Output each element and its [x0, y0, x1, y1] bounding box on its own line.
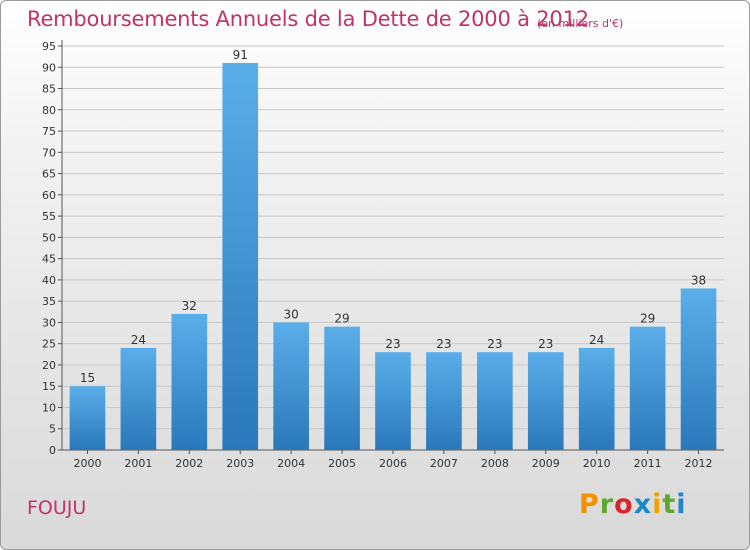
x-tick-label: 2006 [379, 457, 407, 470]
value-label: 29 [334, 312, 349, 326]
logo-letter: x [633, 489, 653, 520]
bar-2000 [69, 386, 106, 450]
bar-2011 [629, 326, 666, 450]
x-tick-label: 2004 [277, 457, 305, 470]
bar-2009 [527, 352, 564, 450]
y-tick-label: 45 [42, 253, 56, 266]
x-tick-label: 2002 [175, 457, 203, 470]
bar-2002 [171, 313, 208, 450]
logo-letter: r [599, 489, 615, 520]
y-tick-label: 30 [42, 316, 56, 329]
value-label: 23 [487, 337, 502, 351]
commune-name: FOUJU [27, 497, 87, 519]
value-label: 29 [640, 312, 655, 326]
bar-2007 [426, 352, 462, 450]
y-tick-label: 20 [42, 359, 56, 372]
x-tick-label: 2008 [481, 457, 509, 470]
x-tick-label: 2007 [430, 457, 458, 470]
value-label: 24 [131, 333, 146, 347]
value-label: 91 [233, 48, 248, 62]
y-tick-label: 25 [42, 338, 56, 351]
value-label: 24 [589, 333, 604, 347]
bar-2005 [324, 326, 360, 450]
y-tick-label: 55 [42, 210, 56, 223]
bar-2006 [375, 352, 411, 450]
value-label: 23 [385, 337, 400, 351]
value-label: 32 [182, 299, 197, 313]
chart-title: Remboursements Annuels de la Dette de 20… [27, 7, 589, 31]
x-tick-label: 2001 [124, 457, 152, 470]
logo-letter: o [614, 489, 634, 520]
y-tick-label: 95 [42, 40, 56, 53]
logo-letter: i [676, 489, 687, 520]
y-tick-label: 85 [42, 83, 56, 96]
bar-2001 [120, 347, 157, 450]
bar-2003 [222, 63, 259, 450]
y-tick-label: 60 [42, 189, 56, 202]
bar-2010 [578, 347, 615, 450]
y-tick-label: 50 [42, 231, 56, 244]
y-tick-label: 5 [49, 423, 56, 436]
y-tick-label: 90 [42, 61, 56, 74]
bars [69, 63, 717, 450]
labels: 0 5 10 15 20 25 30 35 40 45 50 55 60 65 70 75 80 85 90 95 15… [42, 40, 713, 470]
y-tick-label: 10 [42, 401, 56, 414]
y-tick-label: 65 [42, 168, 56, 181]
y-tick-label: 0 [49, 444, 56, 457]
value-label: 38 [691, 273, 706, 287]
bar-2012 [680, 288, 717, 450]
y-tick-label: 70 [42, 146, 56, 159]
x-tick-label: 2011 [634, 457, 662, 470]
value-label: 23 [436, 337, 451, 351]
logo-letter: i [652, 489, 663, 520]
x-tick-label: 2000 [73, 457, 101, 470]
value-label: 23 [538, 337, 553, 351]
bar-2008 [477, 352, 513, 450]
y-tick-label: 35 [42, 295, 56, 308]
chart-unit: (en milliers d'€) [537, 17, 624, 30]
y-tick-label: 75 [42, 125, 56, 138]
x-tick-label: 2010 [583, 457, 611, 470]
logo-letter: t [662, 489, 677, 520]
x-tick-label: 2009 [532, 457, 560, 470]
logo-letter: P [579, 489, 600, 520]
value-label: 15 [80, 371, 95, 385]
x-tick-label: 2012 [685, 457, 713, 470]
x-tick-label: 2005 [328, 457, 356, 470]
bar-2004 [273, 322, 309, 450]
proxiti-logo: Proxiti [579, 489, 687, 520]
y-tick-label: 80 [42, 104, 56, 117]
y-tick-label: 40 [42, 274, 56, 287]
x-tick-label: 2003 [226, 457, 254, 470]
value-label: 30 [284, 307, 299, 321]
y-tick-label: 15 [42, 380, 56, 393]
